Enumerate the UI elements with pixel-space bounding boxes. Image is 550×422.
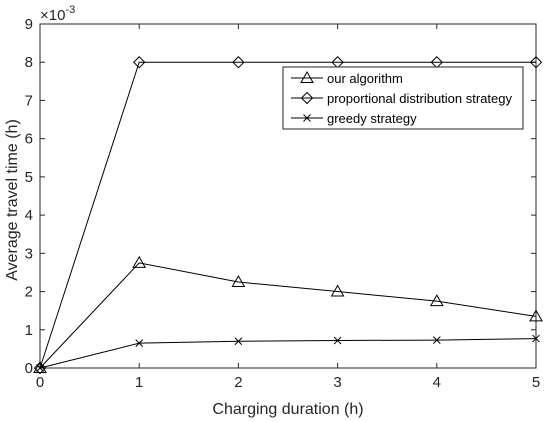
data-point — [132, 255, 147, 268]
legend-label: proportional distribution strategy — [327, 91, 512, 106]
data-point — [135, 339, 144, 348]
y-exponent: ×10-3 — [40, 4, 75, 24]
legend-item: greedy strategy — [291, 111, 417, 126]
legend-item: our algorithm — [291, 70, 403, 86]
x-tick-label: 5 — [532, 374, 540, 391]
x-axis-title: Charging duration (h) — [212, 401, 363, 418]
data-point — [36, 364, 44, 372]
x-tick-label: 1 — [135, 374, 143, 391]
legend-label: our algorithm — [327, 71, 403, 86]
series-x — [36, 334, 540, 372]
y-tick-label: 9 — [25, 16, 33, 33]
data-point — [333, 336, 342, 345]
legend-marker — [303, 114, 311, 122]
y-axis: 0 1 2 3 4 5 6 7 8 9 — [25, 16, 536, 377]
y-tick-label: 1 — [25, 322, 33, 339]
series-line — [39, 338, 537, 369]
y-tick-label: 8 — [25, 54, 33, 71]
y-tick-label: 0 — [25, 360, 33, 377]
y-axis-title: Average travel time (h) — [4, 119, 21, 281]
x-tick-label: 2 — [234, 374, 242, 391]
y-tick-label: 7 — [25, 92, 33, 109]
series-triangle — [33, 255, 543, 373]
series-line — [39, 262, 537, 369]
data-point — [330, 284, 345, 297]
x-tick-label: 3 — [333, 374, 341, 391]
data-point — [532, 334, 540, 343]
x-axis: 0 1 2 3 4 5 — [36, 24, 540, 391]
data-point — [132, 56, 146, 69]
legend: our algorithm proportional distribution s… — [282, 66, 524, 130]
legend-marker — [300, 91, 314, 105]
plot-area — [39, 23, 537, 369]
y-tick-label: 5 — [25, 169, 33, 186]
series-line — [39, 61, 536, 369]
data-point — [529, 309, 543, 322]
data-point — [234, 337, 243, 346]
legend-item: proportional distribution strategy — [291, 91, 512, 106]
y-tick-label: 2 — [25, 284, 33, 301]
series-diamond — [33, 56, 543, 375]
data-point — [231, 274, 246, 287]
legend-marker — [300, 70, 314, 83]
data-point — [33, 361, 47, 375]
data-point — [529, 56, 543, 69]
y-tick-label: 4 — [25, 207, 33, 224]
data-point — [232, 56, 245, 69]
data-point — [432, 336, 441, 344]
x-tick-label: 4 — [433, 374, 441, 391]
y-tick-label: 3 — [25, 245, 33, 262]
y-tick-label: 6 — [25, 131, 33, 148]
data-point — [429, 294, 444, 307]
legend-label: greedy strategy — [327, 111, 417, 126]
plot-frame — [39, 23, 537, 369]
x-tick-label: 0 — [36, 374, 44, 391]
series-layer — [33, 56, 543, 375]
